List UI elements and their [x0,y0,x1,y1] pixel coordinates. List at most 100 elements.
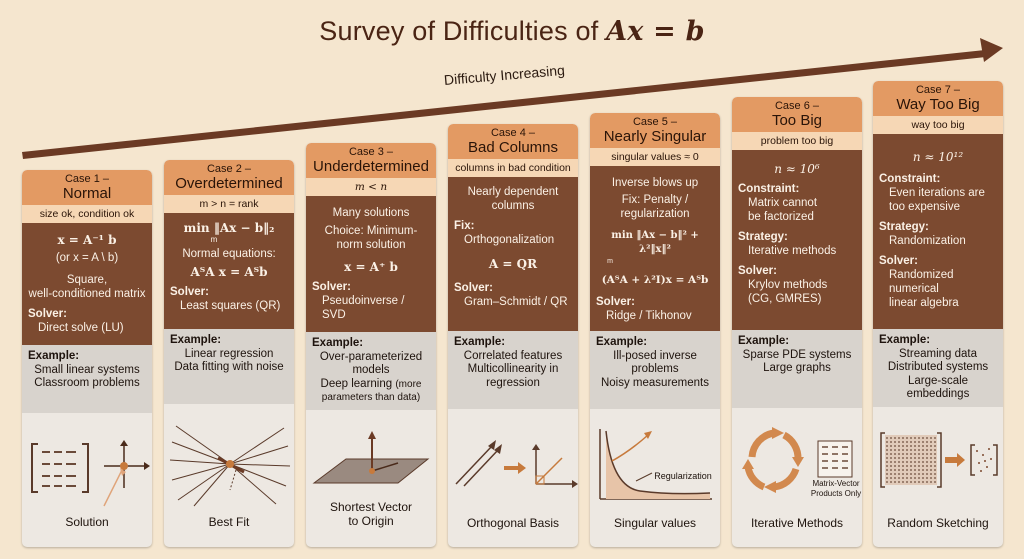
case-number: Case 2 – [206,163,252,175]
case-subtitle: way too big [873,116,1003,134]
caption: Singular values [613,516,697,530]
fix-heading: Fix: [454,220,475,232]
random-sketching-illustration [880,432,998,488]
constraint-heading: Constraint: [738,183,800,195]
solver-text: (CG, GMRES) [748,293,822,305]
matrix-dot [922,469,924,471]
matrix-dot [886,481,888,483]
image-label: Matrix-Vector Products Only [810,479,862,498]
description: Fix: Penalty / [621,194,689,206]
matrix-dot [914,437,916,439]
matrix-dot [902,441,904,443]
matrix-dot [890,441,892,443]
example-panel: Example: Linear regression Data fitting … [164,329,294,404]
case-6-header: Case 6 – Too Big [732,97,862,132]
matrix-dot [902,469,904,471]
matrix-dot [906,441,908,443]
matrix-dot [930,461,932,463]
best-fit-illustration [169,425,291,507]
example-heading: Example: [879,334,931,346]
matrix-dot [898,437,900,439]
matrix-dot [914,445,916,447]
description: Many solutions [332,207,410,219]
equation: min ‖Ax − b‖² + λ²‖x‖² [611,230,699,255]
matrix-dot [930,437,932,439]
description: Choice: Minimum- [324,225,418,237]
case-number: Case 6 – [774,100,820,112]
matrix-dot [902,449,904,451]
case-body: Inverse blows up Fix: Penalty / regulari… [590,166,720,331]
matrix-dot [898,453,900,455]
matrix-dot [918,437,920,439]
solver-text: Gram–Schmidt / QR [464,296,568,308]
case-2-card: Case 2 – Overdetermined m > n = rank min… [164,160,294,547]
solver-heading: Solver: [596,296,635,308]
case-2-header: Case 2 – Overdetermined [164,160,294,195]
matrix-dot [918,481,920,483]
matrix-dot [934,477,936,479]
matrix-dot [918,453,920,455]
matrix-dot [922,473,924,475]
matrix-dot [934,465,936,467]
example-text: Over-parameterized [319,350,423,363]
case-number: Case 5 – [632,116,678,128]
case-6-card: Case 6 – Too Big problem too big n ≈ 10⁶… [732,97,862,547]
matrix-dot [886,477,888,479]
matrix-dot [886,441,888,443]
matrix-dot [906,449,908,451]
example-panel: Example: Ill-posed inverse problems Nois… [590,331,720,409]
matrix-dot [910,465,912,467]
matrix-dot [914,457,916,459]
matrix-dot [898,465,900,467]
example-text: models [352,364,390,376]
matrix-dot [898,469,900,471]
caption: Orthogonal Basis [466,516,560,530]
case-subtitle: problem too big [732,132,862,150]
case-subtitle: singular values ≈ 0 [590,148,720,166]
matrix-dot [886,457,888,459]
matrix-dot [902,481,904,483]
matrix-dot [934,453,936,455]
matrix-dot [934,437,936,439]
example-heading: Example: [738,335,790,347]
matrix-dot [934,469,936,471]
matrix-dot [926,453,928,455]
matrix-dot [890,445,892,447]
example-text: Distributed systems [887,361,989,373]
equation-alt: (or x = A \ b) [55,252,119,264]
case-subtitle: m > n = rank [164,195,294,213]
example-text: Linear regression [184,347,274,360]
matrix-dot [906,453,908,455]
matrix-dot [894,477,896,479]
matrix-dot [894,457,896,459]
equation: x = A⁺ b [344,260,398,274]
matrix-dot [886,469,888,471]
case-body: n ≈ 10⁶ Constraint: Matrix cannot be fac… [732,150,862,330]
matrix-dot [902,457,904,459]
matrix-dot [906,481,908,483]
case-4-card: Case 4 – Bad Columns columns in bad cond… [448,124,578,547]
iterative-cycle-illustration [742,427,853,493]
matrix-dot [910,445,912,447]
matrix-dot [918,441,920,443]
case-body: x = A⁻¹ b (or x = A \ b) Square, well-co… [22,223,152,345]
matrix-dot [926,473,928,475]
description: regularization [620,208,690,220]
matrix-dot [906,477,908,479]
description: Nearly dependent [467,186,559,198]
matrix-dot [926,445,928,447]
matrix-dot [930,469,932,471]
strategy-heading: Strategy: [879,221,929,233]
example-text: Large graphs [763,362,831,374]
caption: Solution [65,515,109,529]
case-5-header: Case 5 – Nearly Singular [590,113,720,148]
matrix-dot [906,465,908,467]
matrix-dot [918,477,920,479]
equation: n ≈ 10¹² [912,150,964,164]
matrix-dot [890,473,892,475]
matrix-dot [902,473,904,475]
matrix-dot [890,469,892,471]
example-text: Small linear systems [34,363,140,376]
case-name: Nearly Singular [603,128,707,145]
